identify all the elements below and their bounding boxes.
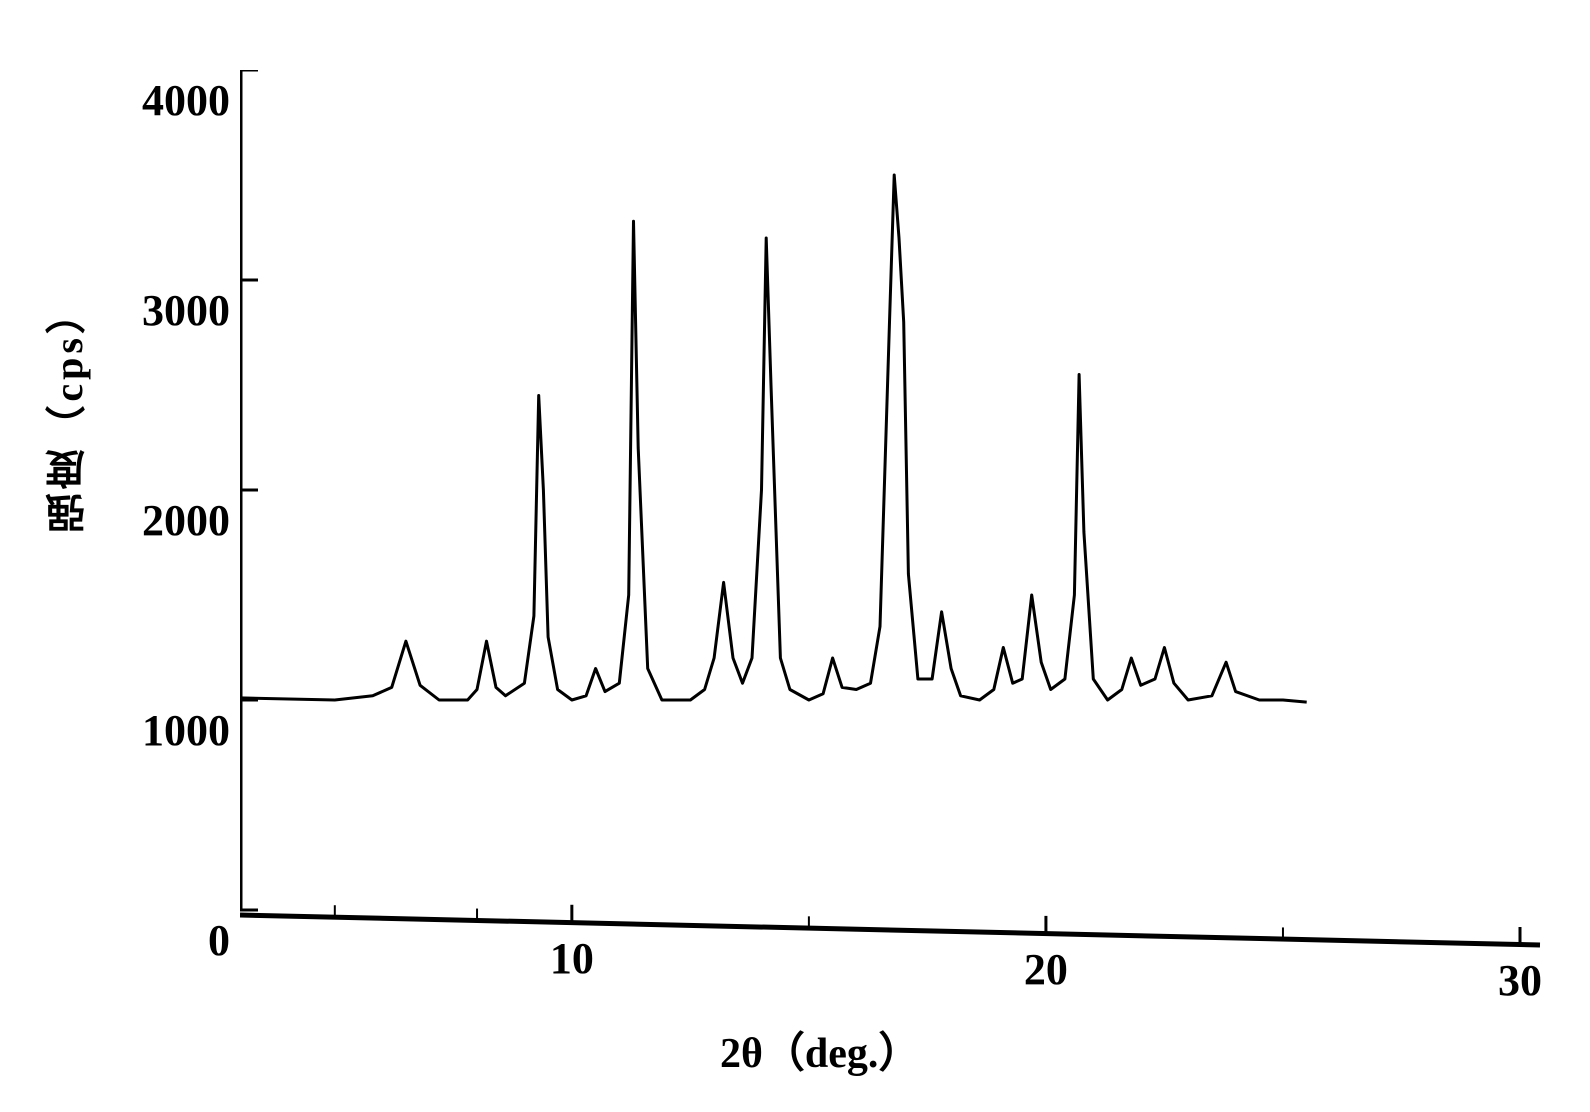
plot-area: 01000200030004000102030 xyxy=(240,70,1550,920)
x-tick-label: 10 xyxy=(532,933,612,984)
xrd-chart: 强度（cps） 01000200030004000102030 2θ（deg.） xyxy=(20,40,1570,1090)
y-tick-label: 2000 xyxy=(110,495,230,546)
y-tick-label: 3000 xyxy=(110,285,230,336)
y-tick-label: 0 xyxy=(110,915,230,966)
y-axis-label: 强度（cps） xyxy=(40,290,98,534)
y-tick-label: 4000 xyxy=(110,75,230,126)
y-tick-label: 1000 xyxy=(110,705,230,756)
x-tick-label: 30 xyxy=(1480,955,1560,1006)
chart-svg xyxy=(240,70,1550,1020)
x-tick-label: 20 xyxy=(1006,944,1086,995)
x-axis-label: 2θ（deg.） xyxy=(720,1019,920,1080)
